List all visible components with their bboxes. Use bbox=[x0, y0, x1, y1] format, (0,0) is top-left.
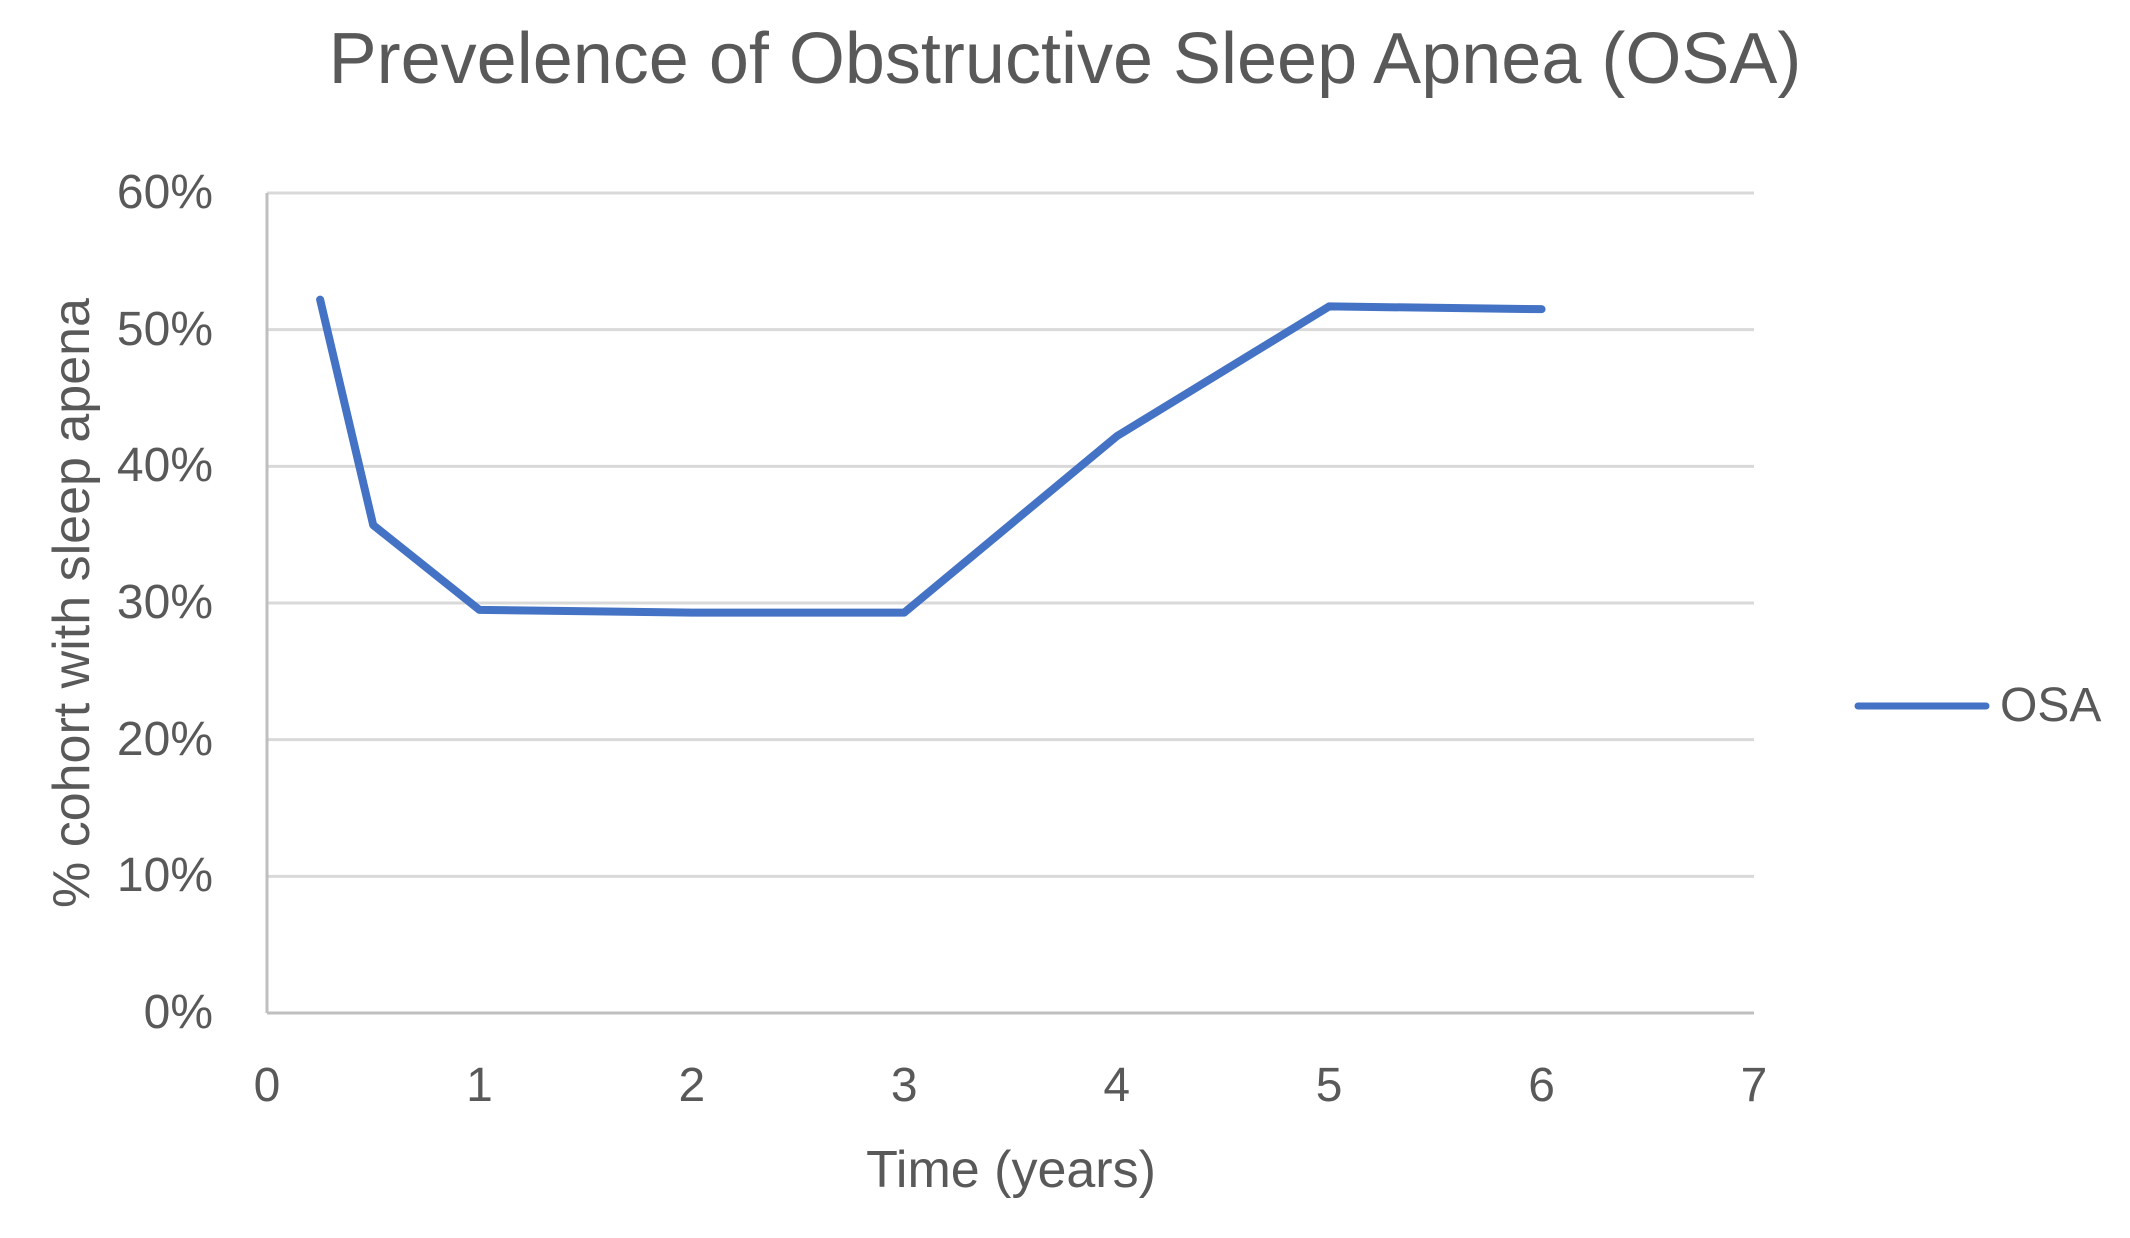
x-tick-label: 6 bbox=[1528, 1059, 1555, 1112]
y-tick-label: 50% bbox=[116, 302, 213, 356]
y-tick-label: 60% bbox=[116, 166, 213, 219]
y-tick-label: 30% bbox=[116, 576, 213, 629]
x-tick-label: 2 bbox=[678, 1059, 706, 1112]
legend-label: OSA bbox=[2000, 679, 2102, 732]
y-axis-title: % cohort with sleep apena bbox=[43, 298, 101, 908]
x-axis-title: Time (years) bbox=[866, 1141, 1156, 1199]
y-tick-label: 20% bbox=[116, 712, 213, 766]
series-line-osa bbox=[316, 295, 1546, 617]
y-tick-label: 10% bbox=[116, 849, 213, 903]
chart-title: Prevelence of Obstructive Sleep Apnea (O… bbox=[328, 19, 1802, 99]
y-tick-label: 40% bbox=[116, 439, 213, 493]
x-tick-label: 1 bbox=[466, 1059, 493, 1112]
x-tick-label: 4 bbox=[1103, 1059, 1131, 1112]
x-tick-label: 5 bbox=[1315, 1059, 1343, 1112]
x-tick-label: 3 bbox=[890, 1059, 918, 1112]
x-tick-label: 7 bbox=[1740, 1059, 1768, 1112]
y-tick-label: 0% bbox=[143, 986, 213, 1039]
x-tick-label: 0 bbox=[253, 1059, 281, 1112]
